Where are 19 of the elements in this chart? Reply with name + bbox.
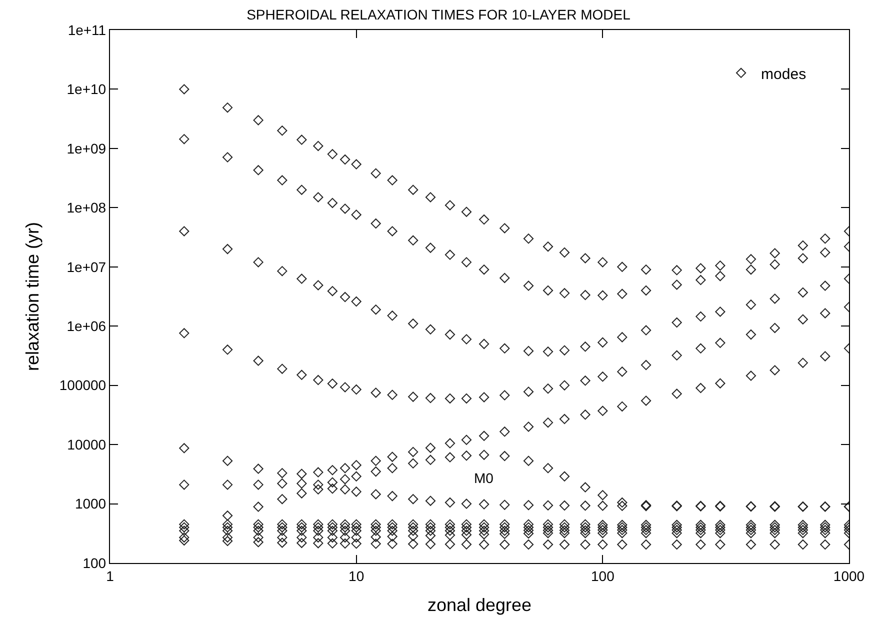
y-tick-label: 1e+11 xyxy=(68,22,106,38)
annotation: M0 xyxy=(474,470,494,486)
legend-label: modes xyxy=(761,66,806,83)
y-tick-label: 1e+06 xyxy=(66,318,106,334)
y-tick-label: 100000 xyxy=(59,377,106,394)
y-tick-label: 1000 xyxy=(74,496,106,512)
chart-title: SPHEROIDAL RELAXATION TIMES FOR 10-LAYER MODEL xyxy=(246,6,631,22)
x-tick-label: 100 xyxy=(590,568,615,584)
x-tick-label: 1000 xyxy=(833,568,865,584)
y-tick-label: 1e+10 xyxy=(66,81,106,98)
x-tick-label: 10 xyxy=(348,568,364,584)
y-tick-label: 1e+08 xyxy=(66,200,106,216)
x-tick-label: 1 xyxy=(106,568,114,584)
y-tick-label: 10000 xyxy=(67,436,106,452)
y-tick-label: 100 xyxy=(82,554,106,571)
x-axis-title: zonal degree xyxy=(427,595,532,615)
y-tick-label: 1e+09 xyxy=(66,140,106,156)
y-tick-label: 1e+07 xyxy=(66,258,106,275)
y-axis-title: relaxation time (yr) xyxy=(22,222,43,372)
